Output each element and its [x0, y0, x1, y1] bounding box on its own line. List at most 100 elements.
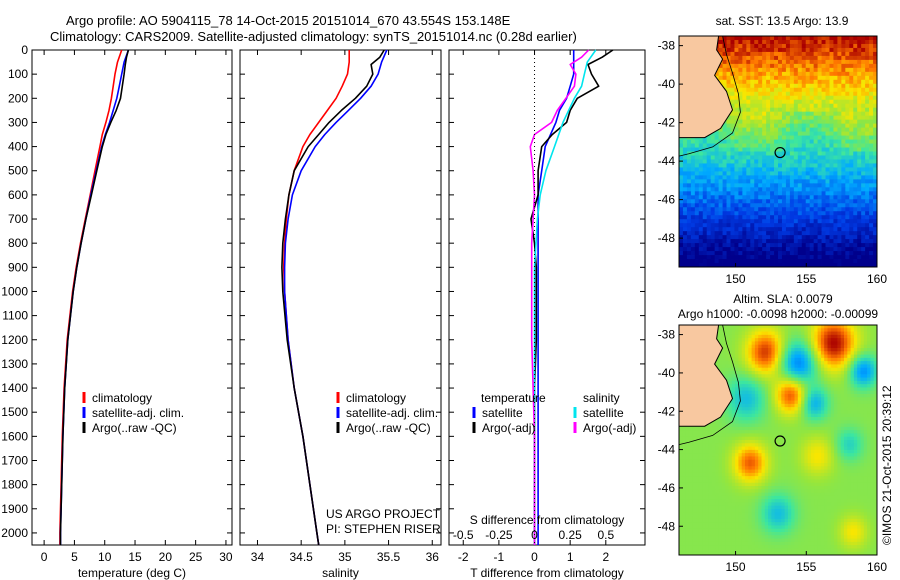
sst-cell [837, 43, 842, 49]
sla-cell [718, 328, 723, 332]
sla-cell [731, 331, 736, 336]
sst-cell [833, 39, 838, 45]
sst-cell [857, 251, 862, 256]
sla-cell [863, 338, 868, 342]
sst-cell [801, 231, 807, 236]
sst-cell [857, 187, 862, 192]
sla-cell [863, 371, 868, 375]
sla-cell [817, 390, 822, 395]
sst-cell [801, 207, 807, 212]
sst-cell [710, 187, 716, 192]
sst-cell [873, 63, 878, 69]
sst-cell [789, 83, 795, 89]
sla-cell [781, 348, 785, 352]
sla-cell [771, 400, 776, 405]
sla-cell [778, 407, 782, 411]
sst-cell [869, 235, 874, 240]
sst-cell [758, 107, 763, 113]
sst-cell [770, 223, 775, 228]
sla-cell [834, 364, 838, 369]
sla-cell [811, 354, 815, 359]
sst-cell [730, 115, 735, 121]
sla-cell [774, 403, 779, 408]
sst-cell [710, 255, 716, 260]
sst-cell [849, 223, 854, 228]
sst-frame [678, 35, 878, 268]
sst-cell [865, 159, 870, 164]
sla-cell [787, 397, 792, 401]
sst-cell [857, 131, 862, 136]
sla-cell [794, 328, 799, 332]
sst-cell [750, 195, 755, 200]
sst-cell [730, 203, 735, 208]
sst-cell [758, 231, 763, 236]
sla-cell [820, 374, 825, 378]
sst-cell [821, 263, 826, 268]
sla-cell [814, 397, 818, 401]
sla-cell [853, 361, 858, 365]
sst-cell [746, 131, 751, 136]
sla-cell [794, 384, 799, 388]
sst-cell [837, 235, 842, 240]
sst-cell [829, 123, 834, 128]
sst-cell [865, 211, 870, 216]
sst-cell [781, 111, 787, 117]
sla-cell [804, 348, 809, 352]
sst-cell [813, 199, 818, 204]
sst-cell [793, 79, 799, 85]
sla-cell [768, 390, 772, 395]
sst-cell [754, 123, 759, 128]
sst-cell [869, 255, 874, 260]
sst-cell [726, 215, 731, 220]
sst-cell [793, 251, 799, 256]
sst-cell [837, 231, 842, 236]
sla-cell [794, 357, 799, 362]
sla-cell [853, 410, 858, 415]
sst-cell [817, 147, 822, 152]
sla-cell [791, 341, 795, 346]
sla-cell [850, 413, 855, 418]
sla-cell [817, 334, 822, 339]
sla-cell [847, 400, 851, 405]
sla-cell [778, 384, 782, 388]
sst-cell [722, 63, 727, 69]
sst-cell [762, 163, 767, 168]
sla-cell [771, 403, 776, 408]
depth-tick-label: 500 [8, 164, 28, 178]
sst-cell [722, 251, 727, 256]
sst-cell [750, 71, 755, 77]
sst-cell [845, 115, 850, 121]
sst-cell [690, 199, 696, 204]
sst-cell [726, 239, 731, 244]
sst-cell [857, 71, 862, 77]
sla-cell [797, 403, 802, 408]
sla-cell [721, 367, 726, 372]
sla-cell [807, 394, 812, 398]
sst-cell [873, 51, 878, 57]
sla-cell [761, 413, 766, 418]
sst-cell [793, 175, 799, 180]
sst-cell [833, 247, 838, 252]
sst-cell [857, 159, 862, 164]
sst-cell [706, 223, 712, 228]
sst-cell [758, 243, 763, 248]
sst-cell [805, 163, 811, 168]
sst-cell [750, 247, 755, 252]
sst-cell [766, 59, 771, 65]
sst-cell [710, 251, 716, 256]
sla-cell [797, 328, 802, 332]
sst-cell [837, 147, 842, 152]
sst-cell [873, 99, 878, 105]
sla-cell [817, 354, 822, 359]
sst-cell [869, 203, 874, 208]
sla-cell [787, 367, 792, 372]
sla-cell [867, 390, 871, 395]
sst-cell [861, 143, 866, 148]
sla-cell [863, 364, 868, 369]
sla-cell [844, 354, 848, 359]
sla-cell [751, 325, 756, 329]
sst-cell [750, 67, 755, 73]
sst-cell [845, 135, 850, 140]
sst-cell [841, 111, 846, 117]
sst-cell [742, 63, 747, 69]
